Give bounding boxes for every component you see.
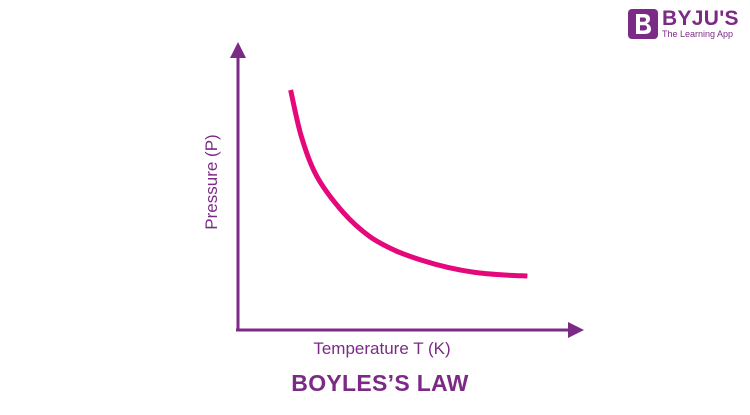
logo-b-icon: [636, 13, 651, 34]
y-axis-arrowhead: [230, 42, 246, 58]
byjus-logo-mark: [628, 8, 658, 39]
y-axis-label: Pressure (P): [202, 134, 221, 230]
brand-name: BYJU'S: [662, 7, 739, 30]
brand-tagline: The Learning App: [662, 29, 734, 39]
x-axis-label: Temperature T (K): [313, 339, 451, 358]
x-axis-arrowhead: [568, 322, 584, 338]
chart-title: BOYLES’S LAW: [291, 370, 469, 396]
pressure-curve-line: [288, 89, 528, 279]
series-layer: [288, 89, 528, 279]
byjus-logo: BYJU'S The Learning App: [628, 8, 739, 39]
logo-text: BYJU'S The Learning App: [662, 8, 739, 39]
